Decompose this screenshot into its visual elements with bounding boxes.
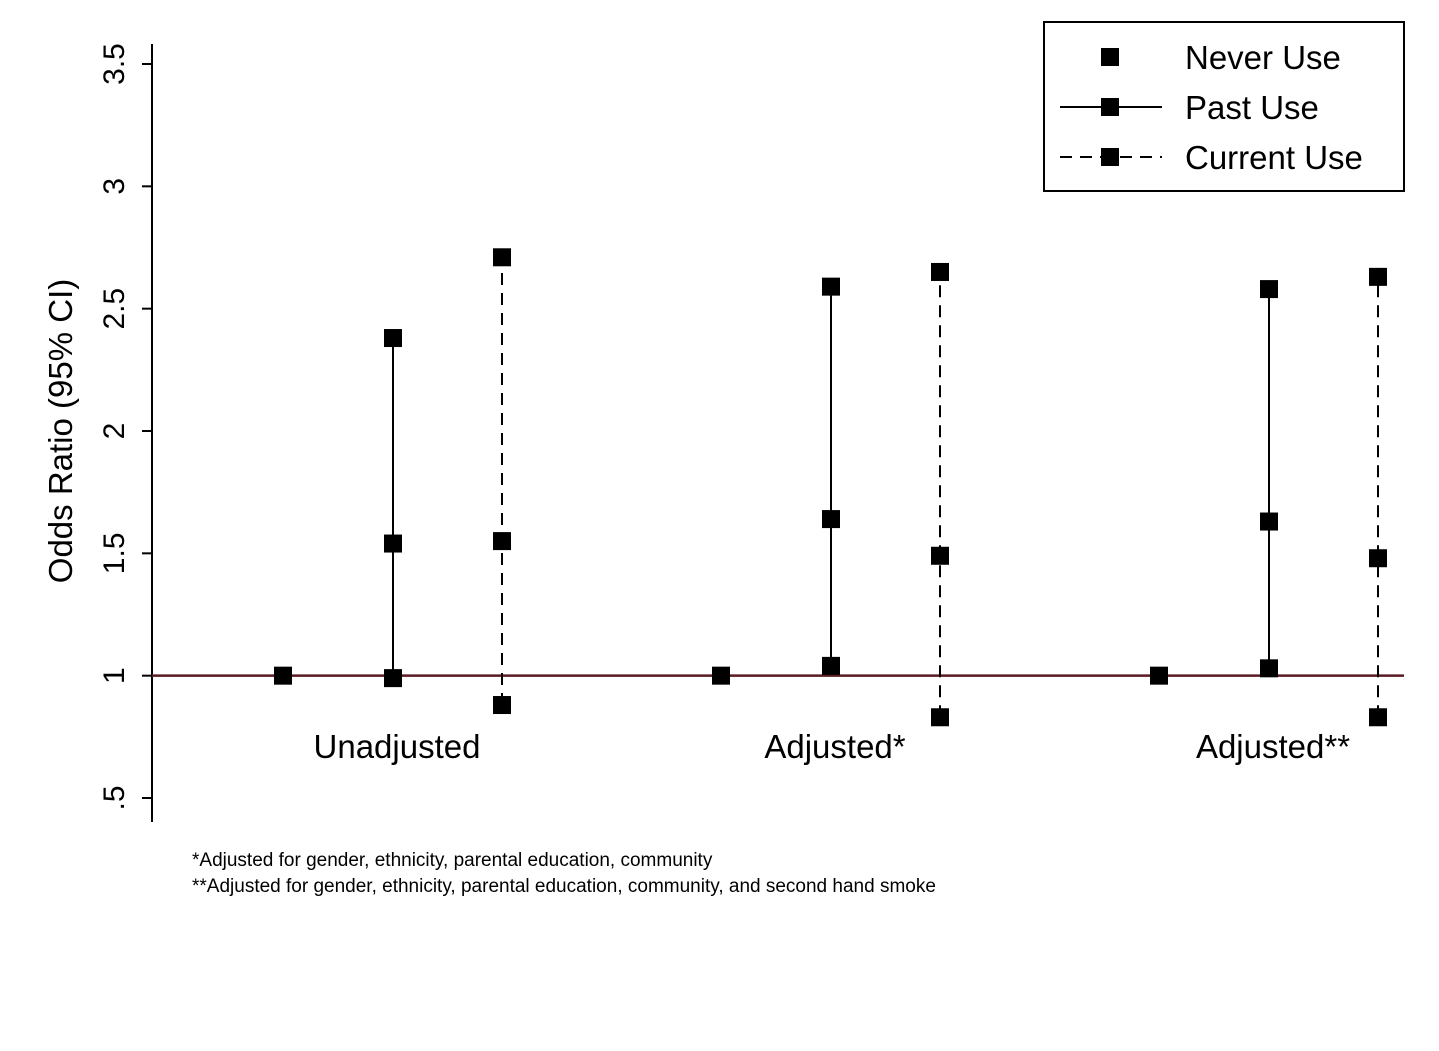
current-use-upper-point (931, 262, 949, 281)
current-use-upper-point (493, 248, 511, 267)
current-use-point (493, 532, 511, 551)
group-label: Adjusted* (764, 728, 905, 765)
legend-marker (1101, 98, 1119, 116)
current-use-point (931, 546, 949, 565)
legend-marker (1101, 48, 1119, 66)
past-use-lower-point (1260, 659, 1278, 678)
current-use-upper-point (1369, 267, 1387, 286)
current-use-lower-point (493, 696, 511, 715)
never-use-point (712, 666, 730, 685)
y-tick-label: 1 (98, 667, 131, 684)
current-use-point (1369, 549, 1387, 568)
past-use-lower-point (384, 669, 402, 688)
footnote-adjusted: *Adjusted for gender, ethnicity, parenta… (192, 850, 713, 871)
y-axis-label: Odds Ratio (95% CI) (42, 279, 79, 583)
never-use-point (274, 666, 292, 685)
y-tick-label: 2 (98, 423, 131, 440)
past-use-upper-point (822, 277, 840, 296)
y-tick-label: 1.5 (98, 532, 131, 574)
current-use-lower-point (931, 708, 949, 727)
y-tick-label: 3.5 (98, 43, 131, 85)
legend-label: Never Use (1185, 39, 1341, 76)
past-use-point (1260, 512, 1278, 531)
past-use-upper-point (1260, 280, 1278, 299)
group-label: Adjusted** (1196, 728, 1350, 765)
past-use-point (822, 510, 840, 529)
never-use-point (1150, 666, 1168, 685)
group-label: Unadjusted (314, 728, 481, 765)
past-use-upper-point (384, 329, 402, 348)
legend-label: Current Use (1185, 139, 1363, 176)
legend-label: Past Use (1185, 89, 1319, 126)
current-use-lower-point (1369, 708, 1387, 727)
past-use-lower-point (822, 656, 840, 675)
past-use-point (384, 534, 402, 553)
y-tick-label: 2.5 (98, 288, 131, 330)
y-tick-label: .5 (98, 785, 131, 810)
legend-marker (1101, 148, 1119, 166)
footnote-adjusted-second-hand-smoke: **Adjusted for gender, ethnicity, parent… (192, 876, 936, 897)
y-tick-label: 3 (98, 178, 131, 195)
